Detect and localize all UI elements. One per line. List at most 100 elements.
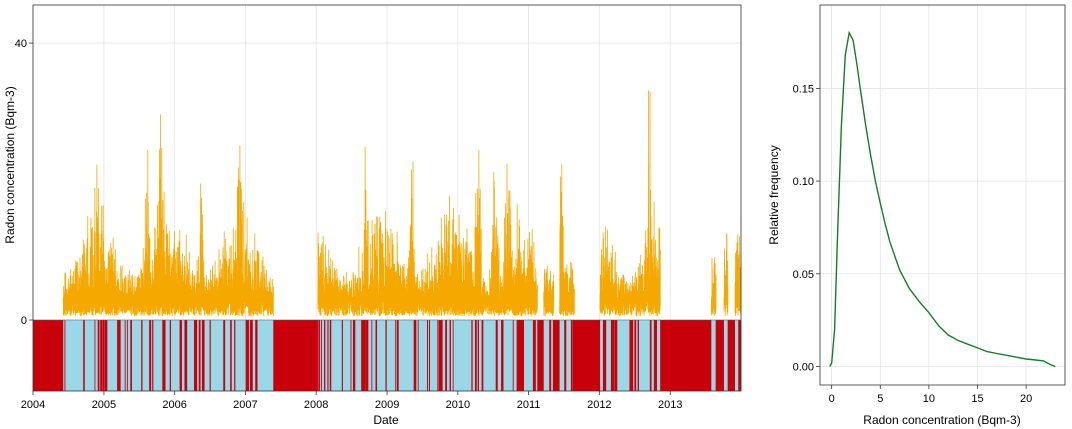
coverage-gap-stripe bbox=[417, 320, 419, 391]
left-y-tick-label: 0 bbox=[21, 315, 27, 327]
coverage-data-span bbox=[543, 320, 554, 391]
coverage-gap-stripe bbox=[474, 320, 477, 391]
coverage-gap-stripe bbox=[329, 320, 332, 391]
coverage-gap-stripe bbox=[629, 320, 634, 391]
coverage-gap-stripe bbox=[64, 320, 66, 391]
coverage-gap-stripe bbox=[481, 320, 484, 391]
left-x-tick-label: 2012 bbox=[587, 399, 611, 411]
coverage-gap-stripe bbox=[375, 320, 378, 391]
coverage-gap-stripe bbox=[320, 320, 322, 391]
coverage-gap-stripe bbox=[655, 320, 657, 391]
coverage-gap-stripe bbox=[341, 320, 343, 391]
coverage-gap-stripe bbox=[179, 320, 182, 391]
coverage-gap-stripe bbox=[126, 320, 128, 391]
density-curve bbox=[829, 30, 1056, 368]
coverage-gap-stripe bbox=[413, 320, 417, 391]
coverage-gap-stripe bbox=[519, 320, 522, 391]
coverage-gap-stripe bbox=[124, 320, 126, 391]
coverage-gap-stripe bbox=[163, 320, 165, 391]
coverage-gap-stripe bbox=[180, 320, 182, 391]
coverage-gap-stripe bbox=[83, 320, 85, 391]
coverage-data-span bbox=[559, 320, 575, 391]
coverage-gap-stripe bbox=[361, 320, 366, 391]
coverage-gap-stripe bbox=[727, 320, 730, 391]
right-y-tick-label: 0.15 bbox=[793, 83, 814, 95]
left-x-tick-label: 2006 bbox=[162, 399, 186, 411]
coverage-gap-stripe bbox=[371, 320, 373, 391]
coverage-gap-stripe bbox=[318, 320, 320, 391]
right-y-tick-label: 0.05 bbox=[793, 269, 814, 281]
coverage-gap-stripe bbox=[365, 320, 369, 391]
radon-series-segment bbox=[710, 257, 717, 316]
coverage-gap-stripe bbox=[521, 320, 525, 391]
coverage-gap-stripe bbox=[169, 320, 171, 391]
right-ticks: 0 5 10 15 20 0.00 0.05 0.10 0.15 bbox=[793, 83, 1033, 405]
left-y-tick-label: 40 bbox=[15, 38, 27, 50]
coverage-gap-stripe bbox=[638, 320, 639, 391]
coverage-gap-stripe bbox=[230, 320, 232, 391]
coverage-gap-stripe bbox=[119, 320, 121, 391]
coverage-gap-stripe bbox=[209, 320, 211, 391]
left-x-tick-label: 2005 bbox=[92, 399, 116, 411]
radon-series-segment bbox=[543, 265, 555, 317]
radon-time-series bbox=[62, 90, 742, 317]
coverage-gap-stripe bbox=[426, 320, 428, 391]
right-y-axis-label: Relative frequency bbox=[767, 145, 781, 244]
left-x-tick-label: 2011 bbox=[517, 399, 541, 411]
coverage-gap-stripe bbox=[184, 320, 188, 391]
right-grid bbox=[820, 5, 1065, 385]
coverage-gap-stripe bbox=[564, 320, 567, 391]
coverage-gap-stripe bbox=[234, 320, 236, 391]
right-x-axis-label: Radon concentration (Bqm-3) bbox=[863, 413, 1020, 427]
data-coverage-bar bbox=[33, 319, 742, 391]
coverage-gap-stripe bbox=[249, 320, 253, 391]
coverage-gap-stripe bbox=[437, 320, 439, 391]
left-y-axis-label: Radon concentration (Bqm-3) bbox=[3, 86, 17, 243]
coverage-gap-stripe bbox=[327, 320, 329, 391]
coverage-gap-stripe bbox=[715, 320, 717, 391]
left-x-tick-label: 2007 bbox=[233, 399, 257, 411]
right-y-tick-label: 0.00 bbox=[793, 361, 814, 373]
left-x-tick-label: 2004 bbox=[21, 399, 45, 411]
right-x-tick-label: 0 bbox=[829, 393, 835, 405]
coverage-data-span bbox=[734, 320, 741, 391]
coverage-gap-stripe bbox=[532, 320, 536, 391]
left-x-tick-label: 2009 bbox=[375, 399, 399, 411]
coverage-gap-stripe bbox=[395, 320, 397, 391]
coverage-gap-stripe bbox=[246, 320, 249, 391]
coverage-gap-stripe bbox=[223, 320, 226, 391]
left-x-axis-label: Date bbox=[373, 413, 399, 427]
coverage-gap-stripe bbox=[100, 320, 103, 391]
coverage-gap-stripe bbox=[324, 320, 326, 391]
coverage-gap-stripe bbox=[195, 320, 197, 391]
coverage-gap-stripe bbox=[248, 320, 250, 391]
coverage-gap-stripe bbox=[245, 320, 249, 391]
coverage-gap-stripe bbox=[198, 320, 201, 391]
radon-series-segment bbox=[62, 114, 274, 317]
coverage-gap-stripe bbox=[452, 320, 454, 391]
coverage-gap-stripe bbox=[449, 320, 451, 391]
coverage-gap-stripe bbox=[255, 320, 258, 391]
left-ticks: 2004 2005 2006 2007 2008 2009 2010 2011 2012 2013… bbox=[15, 38, 683, 411]
coverage-gap-stripe bbox=[738, 320, 742, 391]
coverage-gap-stripe bbox=[614, 320, 618, 391]
coverage-gap-stripe bbox=[149, 320, 152, 391]
coverage-gap-stripe bbox=[552, 320, 555, 391]
coverage-gap-stripe bbox=[104, 320, 108, 391]
time-series-panel: 2004 2005 2006 2007 2008 2009 2010 2011 2012 2013… bbox=[3, 4, 742, 427]
coverage-gap-stripe bbox=[634, 320, 637, 391]
right-x-tick-label: 15 bbox=[971, 393, 983, 405]
coverage-gap-stripe bbox=[602, 320, 607, 391]
coverage-gap-stripe bbox=[495, 320, 498, 391]
right-x-tick-label: 20 bbox=[1020, 393, 1032, 405]
coverage-gap-stripe bbox=[572, 320, 575, 391]
coverage-gap-stripe bbox=[428, 320, 430, 391]
coverage-gap-stripe bbox=[471, 320, 473, 391]
coverage-gap-stripe bbox=[162, 320, 164, 391]
coverage-gap-stripe bbox=[517, 320, 522, 391]
coverage-gap-stripe bbox=[94, 320, 96, 391]
coverage-gap-stripe bbox=[130, 320, 132, 391]
left-x-tick-label: 2010 bbox=[446, 399, 470, 411]
coverage-gap-stripe bbox=[637, 320, 639, 391]
density-panel: 0 5 10 15 20 0.00 0.05 0.10 0.15 Radon concentra… bbox=[767, 4, 1066, 427]
